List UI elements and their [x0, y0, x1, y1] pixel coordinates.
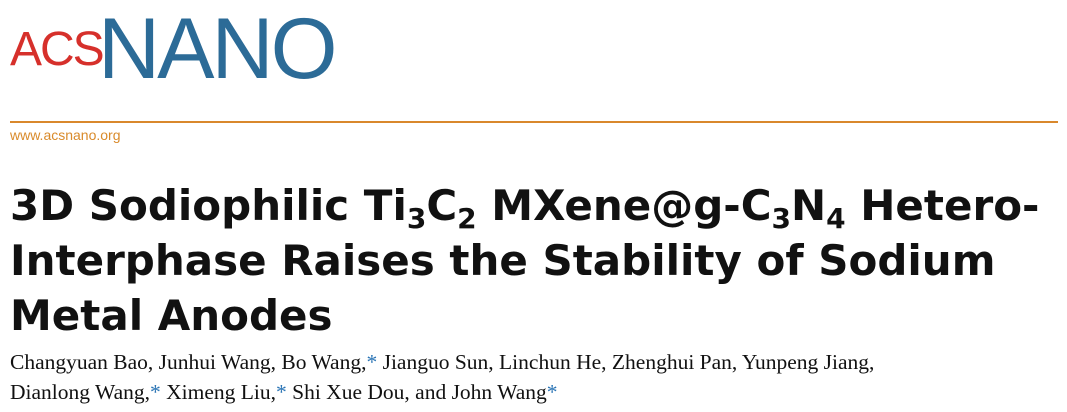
text-run: Interphase Raises the Stability of Sodiu…: [10, 236, 996, 285]
text-run: Jianguo Sun, Linchun He, Zhenghui Pan, Y…: [377, 350, 875, 374]
subscript: 3: [771, 202, 792, 235]
journal-url[interactable]: www.acsnano.org: [10, 127, 121, 143]
author-list: Changyuan Bao, Junhui Wang, Bo Wang,* Ji…: [10, 347, 874, 407]
title-line: 3D Sodiophilic Ti3C2 MXene@g-C3N4 Hetero…: [10, 178, 1039, 233]
author-line: Changyuan Bao, Junhui Wang, Bo Wang,* Ji…: [10, 347, 874, 377]
subscript: 2: [457, 202, 477, 235]
subscript: 4: [826, 202, 846, 235]
corresponding-mark: *: [366, 350, 378, 374]
text-run: Hetero-: [845, 181, 1040, 230]
text-run: N: [791, 181, 827, 230]
text-run: C: [426, 181, 458, 230]
title-line: Interphase Raises the Stability of Sodiu…: [10, 233, 1039, 288]
header-rule: [10, 121, 1058, 123]
text-run: Shi Xue Dou, and John Wang: [286, 380, 547, 404]
text-run: Ximeng Liu,: [160, 380, 276, 404]
title-line: Metal Anodes: [10, 288, 1039, 343]
text-run: Dianlong Wang,: [10, 380, 150, 404]
subscript: 3: [406, 202, 427, 235]
corresponding-mark: *: [276, 380, 287, 404]
text-run: Metal Anodes: [10, 291, 333, 340]
text-run: Changyuan Bao, Junhui Wang, Bo Wang,: [10, 350, 367, 374]
author-line: Dianlong Wang,* Ximeng Liu,* Shi Xue Dou…: [10, 377, 874, 407]
corresponding-mark: *: [150, 380, 161, 404]
article-title: 3D Sodiophilic Ti3C2 MXene@g-C3N4 Hetero…: [10, 178, 1039, 343]
corresponding-mark: *: [546, 380, 558, 404]
logo-nano: NANO: [98, 1, 337, 97]
text-run: MXene@g-C: [476, 181, 772, 230]
text-run: 3D Sodiophilic Ti: [10, 181, 407, 230]
logo-acs: ACS: [10, 23, 105, 76]
